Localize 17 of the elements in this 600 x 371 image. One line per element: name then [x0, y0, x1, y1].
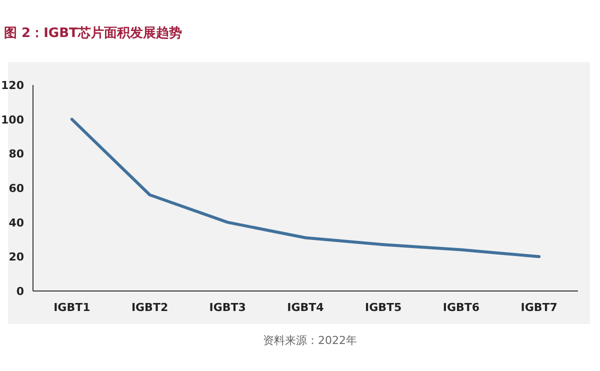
x-tick-label: IGBT2 [131, 301, 168, 314]
y-tick-label: 80 [8, 148, 24, 161]
x-tick-label: IGBT7 [520, 301, 558, 314]
text: 资料来源：2022年 [263, 334, 357, 347]
y-tick-label: 20 [8, 250, 24, 264]
y-tick-label: 40 [8, 216, 24, 230]
chart-title: 图 2：IGBT芯片面积发展趋势 [4, 25, 182, 41]
x-tick-label: IGBT6 [442, 301, 480, 314]
y-tick-label: 0 [16, 285, 24, 298]
x-tick-label: IGBT1 [54, 301, 90, 314]
y-tick-label: 120 [1, 79, 24, 92]
line-series [70, 118, 541, 258]
y-tick-label: 100 [1, 113, 24, 126]
x-tick-label: IGBT5 [365, 301, 402, 314]
y-tick-label: 60 [8, 182, 24, 195]
x-tick-label: IGBT4 [287, 301, 324, 314]
x-tick-label: IGBT3 [209, 301, 246, 314]
